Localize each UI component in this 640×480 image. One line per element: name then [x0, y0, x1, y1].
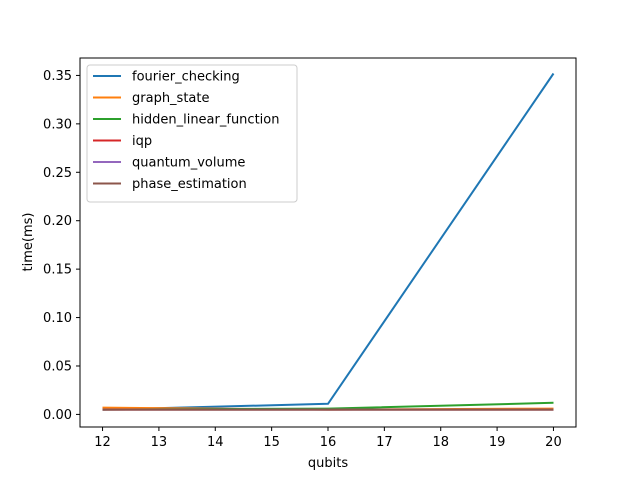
y-tick-label: 0.10 — [43, 311, 72, 326]
y-axis-title: time(ms) — [21, 213, 36, 272]
x-tick-label: 19 — [489, 435, 506, 450]
y-tick-label: 0.20 — [43, 214, 72, 229]
y-tick-label: 0.35 — [43, 69, 72, 84]
series-layer — [102, 72, 555, 411]
x-tick-label: 17 — [376, 435, 393, 450]
legend-label-iqp: iqp — [132, 134, 152, 149]
legend: fourier_checking graph_state hidden_linear… — [86, 64, 298, 203]
x-tick-label: 14 — [207, 435, 224, 450]
x-tick-label: 18 — [432, 435, 449, 450]
x-axis-title: qubits — [308, 456, 348, 471]
x-tick-label: 13 — [151, 435, 168, 450]
x-tick-label: 20 — [545, 435, 562, 450]
x-tick-label: 16 — [320, 435, 337, 450]
x-tick-label: 15 — [263, 435, 280, 450]
legend-label-quantum_volume: quantum_volume — [132, 156, 245, 171]
legend-label-hidden_linear_function: hidden_linear_function — [132, 113, 279, 128]
y-tick-label: 0.05 — [43, 359, 72, 374]
legend-label-phase_estimation: phase_estimation — [132, 177, 247, 192]
y-tick-label: 0.00 — [43, 408, 72, 423]
x-tick-label: 12 — [94, 435, 111, 450]
axes-layer: 12 13 14 15 16 17 18 19 20 0.00 0.05 0.10 0.15 0.20 0.… — [43, 57, 577, 450]
y-tick-label: 0.15 — [43, 263, 72, 278]
y-tick-label: 0.25 — [43, 166, 72, 181]
legend-label-fourier_checking: fourier_checking — [132, 70, 240, 85]
y-tick-label: 0.30 — [43, 117, 72, 132]
legend-box — [86, 64, 298, 203]
legend-label-graph_state: graph_state — [132, 91, 210, 106]
